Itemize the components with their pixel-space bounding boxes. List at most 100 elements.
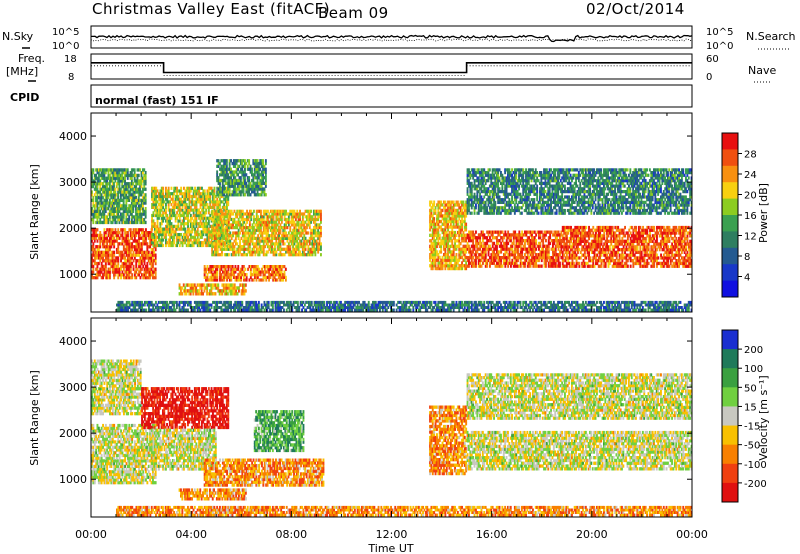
heatmap-cell [162, 243, 165, 248]
heatmap-cell [132, 173, 135, 178]
heatmap-cell [193, 283, 196, 287]
heatmap-cell [118, 253, 121, 257]
heatmap-cell [203, 289, 206, 293]
heatmap-cell [153, 250, 156, 254]
heatmap-cell [125, 247, 128, 252]
heatmap-cell [129, 171, 132, 175]
heatmap-cell [127, 273, 129, 277]
heatmap-cell [113, 190, 115, 194]
heatmap-cell [129, 195, 132, 200]
heatmap-cell [96, 215, 99, 219]
heatmap-cell [152, 264, 154, 269]
heatmap-cell [140, 193, 143, 197]
heatmap-cell [96, 204, 99, 208]
heatmap-cell [132, 245, 135, 249]
heatmap-cell [92, 259, 95, 263]
heatmap-cell [140, 242, 143, 246]
heatmap-cell [129, 184, 132, 189]
heatmap-cell [91, 173, 93, 178]
heatmap-cell [202, 292, 204, 296]
heatmap-cell [139, 215, 142, 219]
heatmap-cell [107, 267, 110, 271]
heatmap-cell [113, 195, 115, 200]
heatmap-cell [140, 228, 143, 232]
heatmap-cell [223, 193, 226, 197]
heatmap-cell [140, 256, 143, 260]
heatmap-cell [93, 231, 96, 235]
heatmap-cell [91, 247, 93, 252]
heatmap-cell [120, 228, 122, 232]
heatmap-cell [235, 289, 238, 293]
heatmap-cell [103, 267, 106, 271]
heatmap-cell [113, 245, 116, 249]
heatmap-cell [126, 190, 129, 194]
heatmap-cell [96, 267, 99, 271]
heatmap-cell [143, 273, 146, 277]
heatmap-cell [119, 173, 122, 178]
heatmap-cell [126, 176, 129, 180]
heatmap-cell [132, 267, 135, 271]
heatmap-cell [92, 212, 95, 216]
heatmap-cell [142, 231, 145, 235]
heatmap-cell [104, 193, 107, 197]
heatmap-cell [118, 207, 121, 211]
heatmap-cell [111, 256, 114, 260]
heatmap-cell [102, 176, 104, 180]
heatmap-cell [137, 218, 140, 222]
heatmap-cell [103, 228, 106, 232]
heatmap-cell [127, 276, 129, 280]
heatmap-cell [102, 182, 104, 186]
heatmap-cell [99, 201, 102, 205]
heatmap-cell [113, 207, 115, 211]
heatmap-cell [104, 168, 107, 172]
freq-tick-bottom: 8 [68, 72, 74, 83]
heatmap-cell [107, 212, 110, 216]
heatmap-cell [115, 168, 118, 172]
heatmap-cell [106, 236, 109, 240]
heatmap-cell [145, 270, 147, 274]
heatmap-cell [225, 193, 228, 197]
heatmap-cell [142, 209, 144, 213]
heatmap-cell [124, 228, 127, 232]
heatmap-cell [237, 265, 240, 269]
heatmap-cell [139, 276, 142, 280]
heatmap-cell [122, 207, 125, 211]
heatmap-cell [115, 247, 118, 252]
heatmap-cell [117, 267, 120, 271]
heatmap-cell [100, 270, 103, 274]
heatmap-cell [122, 176, 125, 180]
heatmap-cell [138, 239, 140, 243]
heatmap-cell [135, 259, 138, 263]
heatmap-cell [124, 207, 126, 211]
heatmap-cell [122, 209, 125, 213]
heatmap-cell [106, 247, 109, 252]
heatmap-cell [111, 261, 114, 266]
heatmap-cell [128, 242, 131, 246]
heatmap-cell [97, 250, 100, 254]
heatmap-cell [109, 253, 111, 257]
heatmap-cell [122, 218, 125, 222]
heatmap-cell [100, 193, 103, 197]
heatmap-cell [104, 176, 107, 180]
heatmap-cell [153, 253, 156, 257]
heatmap-cell [149, 256, 152, 260]
heatmap-cell [149, 242, 152, 246]
heatmap-cell [122, 276, 125, 280]
heatmap-cell [114, 233, 117, 238]
heatmap-cell [214, 220, 216, 224]
heatmap-cell [140, 253, 143, 257]
heatmap-cell [97, 236, 100, 240]
heatmap-cell [122, 201, 125, 205]
heatmap-cell [111, 267, 114, 271]
heatmap-cell [480, 264, 483, 268]
heatmap-cell [120, 253, 122, 257]
heatmap-cell [104, 247, 107, 252]
heatmap-cell [104, 207, 107, 211]
nave-trace [91, 65, 692, 76]
heatmap-cell [243, 292, 246, 296]
heatmap-cell [137, 179, 140, 183]
heatmap-cell [104, 270, 107, 274]
heatmap-cell [103, 173, 106, 178]
heatmap-cell [138, 247, 140, 252]
heatmap-cell [108, 179, 111, 183]
